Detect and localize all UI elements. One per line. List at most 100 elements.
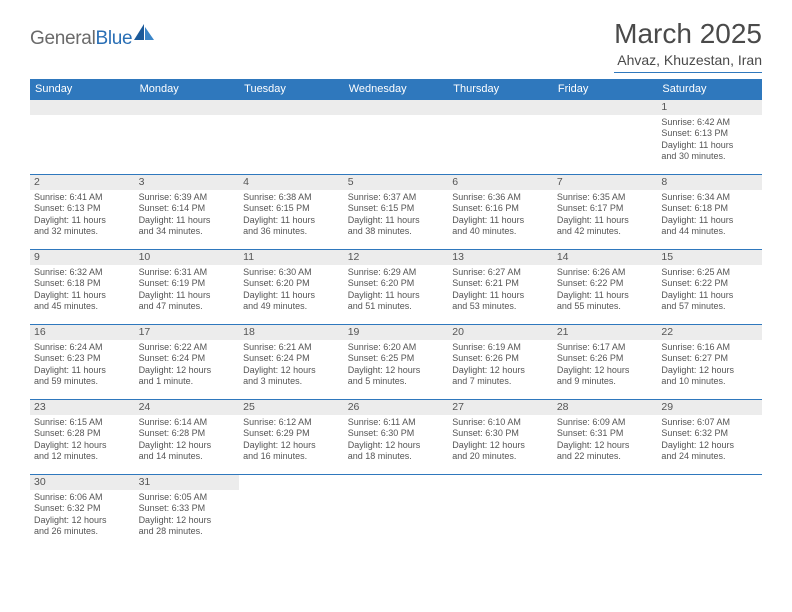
- day-day1: Daylight: 12 hours: [34, 440, 131, 451]
- day-sunset: Sunset: 6:25 PM: [348, 353, 445, 364]
- day-number: 4: [239, 175, 344, 190]
- day-day2: and 47 minutes.: [139, 301, 236, 312]
- day-cell: 30Sunrise: 6:06 AMSunset: 6:32 PMDayligh…: [30, 475, 135, 549]
- day-sunset: Sunset: 6:27 PM: [661, 353, 758, 364]
- day-day1: Daylight: 11 hours: [243, 215, 340, 226]
- dow-friday: Friday: [553, 79, 658, 99]
- day-cell: 21Sunrise: 6:17 AMSunset: 6:26 PMDayligh…: [553, 325, 658, 399]
- day-cell: 29Sunrise: 6:07 AMSunset: 6:32 PMDayligh…: [657, 400, 762, 474]
- day-sunrise: Sunrise: 6:07 AM: [661, 417, 758, 428]
- day-number: 23: [30, 400, 135, 415]
- day-cell: 24Sunrise: 6:14 AMSunset: 6:28 PMDayligh…: [135, 400, 240, 474]
- day-num-strip-blank: [448, 100, 553, 115]
- day-day2: and 14 minutes.: [139, 451, 236, 462]
- day-day1: Daylight: 11 hours: [557, 290, 654, 301]
- day-num-strip-blank: [553, 475, 658, 490]
- day-day1: Daylight: 12 hours: [557, 440, 654, 451]
- day-sunrise: Sunrise: 6:30 AM: [243, 267, 340, 278]
- day-sunrise: Sunrise: 6:29 AM: [348, 267, 445, 278]
- day-sunrise: Sunrise: 6:24 AM: [34, 342, 131, 353]
- day-day2: and 38 minutes.: [348, 226, 445, 237]
- location: Ahvaz, Khuzestan, Iran: [614, 52, 762, 73]
- day-cell: [448, 475, 553, 549]
- day-day2: and 16 minutes.: [243, 451, 340, 462]
- day-day2: and 3 minutes.: [243, 376, 340, 387]
- day-day1: Daylight: 11 hours: [348, 215, 445, 226]
- day-cell: [448, 100, 553, 174]
- day-number: 13: [448, 250, 553, 265]
- day-sunrise: Sunrise: 6:39 AM: [139, 192, 236, 203]
- day-day1: Daylight: 11 hours: [34, 365, 131, 376]
- day-day1: Daylight: 12 hours: [348, 440, 445, 451]
- day-cell: 27Sunrise: 6:10 AMSunset: 6:30 PMDayligh…: [448, 400, 553, 474]
- sail-icon: [134, 24, 156, 42]
- day-sunset: Sunset: 6:20 PM: [348, 278, 445, 289]
- week-row: 1Sunrise: 6:42 AMSunset: 6:13 PMDaylight…: [30, 100, 762, 175]
- dow-row: Sunday Monday Tuesday Wednesday Thursday…: [30, 79, 762, 99]
- day-number: 26: [344, 400, 449, 415]
- day-number: 10: [135, 250, 240, 265]
- day-cell: 17Sunrise: 6:22 AMSunset: 6:24 PMDayligh…: [135, 325, 240, 399]
- day-sunrise: Sunrise: 6:32 AM: [34, 267, 131, 278]
- day-cell: 20Sunrise: 6:19 AMSunset: 6:26 PMDayligh…: [448, 325, 553, 399]
- dow-monday: Monday: [135, 79, 240, 99]
- day-day2: and 53 minutes.: [452, 301, 549, 312]
- day-number: 5: [344, 175, 449, 190]
- day-day1: Daylight: 11 hours: [139, 290, 236, 301]
- day-number: 14: [553, 250, 658, 265]
- day-day1: Daylight: 12 hours: [139, 515, 236, 526]
- day-sunset: Sunset: 6:31 PM: [557, 428, 654, 439]
- day-day2: and 5 minutes.: [348, 376, 445, 387]
- day-cell: 25Sunrise: 6:12 AMSunset: 6:29 PMDayligh…: [239, 400, 344, 474]
- day-sunrise: Sunrise: 6:35 AM: [557, 192, 654, 203]
- day-sunset: Sunset: 6:13 PM: [34, 203, 131, 214]
- day-day2: and 36 minutes.: [243, 226, 340, 237]
- day-number: 20: [448, 325, 553, 340]
- day-day2: and 51 minutes.: [348, 301, 445, 312]
- day-day1: Daylight: 12 hours: [243, 365, 340, 376]
- day-sunset: Sunset: 6:14 PM: [139, 203, 236, 214]
- day-sunset: Sunset: 6:16 PM: [452, 203, 549, 214]
- day-number: 19: [344, 325, 449, 340]
- day-cell: 31Sunrise: 6:05 AMSunset: 6:33 PMDayligh…: [135, 475, 240, 549]
- day-day1: Daylight: 11 hours: [661, 215, 758, 226]
- day-number: 22: [657, 325, 762, 340]
- day-cell: 28Sunrise: 6:09 AMSunset: 6:31 PMDayligh…: [553, 400, 658, 474]
- day-sunset: Sunset: 6:30 PM: [348, 428, 445, 439]
- day-number: 1: [657, 100, 762, 115]
- day-sunset: Sunset: 6:29 PM: [243, 428, 340, 439]
- day-sunrise: Sunrise: 6:25 AM: [661, 267, 758, 278]
- day-day2: and 59 minutes.: [34, 376, 131, 387]
- day-number: 6: [448, 175, 553, 190]
- day-cell: 9Sunrise: 6:32 AMSunset: 6:18 PMDaylight…: [30, 250, 135, 324]
- day-cell: 16Sunrise: 6:24 AMSunset: 6:23 PMDayligh…: [30, 325, 135, 399]
- dow-sunday: Sunday: [30, 79, 135, 99]
- day-day2: and 34 minutes.: [139, 226, 236, 237]
- day-day1: Daylight: 11 hours: [661, 140, 758, 151]
- week-row: 30Sunrise: 6:06 AMSunset: 6:32 PMDayligh…: [30, 475, 762, 549]
- day-day1: Daylight: 11 hours: [243, 290, 340, 301]
- day-number: 16: [30, 325, 135, 340]
- day-cell: [344, 100, 449, 174]
- day-sunrise: Sunrise: 6:31 AM: [139, 267, 236, 278]
- day-sunset: Sunset: 6:13 PM: [661, 128, 758, 139]
- day-sunrise: Sunrise: 6:37 AM: [348, 192, 445, 203]
- day-cell: [344, 475, 449, 549]
- day-day2: and 7 minutes.: [452, 376, 549, 387]
- day-num-strip-blank: [657, 475, 762, 490]
- day-cell: 2Sunrise: 6:41 AMSunset: 6:13 PMDaylight…: [30, 175, 135, 249]
- month-title: March 2025: [614, 18, 762, 50]
- day-cell: [553, 475, 658, 549]
- day-num-strip-blank: [239, 475, 344, 490]
- day-sunset: Sunset: 6:21 PM: [452, 278, 549, 289]
- day-cell: [553, 100, 658, 174]
- day-day2: and 57 minutes.: [661, 301, 758, 312]
- day-num-strip-blank: [344, 100, 449, 115]
- title-block: March 2025 Ahvaz, Khuzestan, Iran: [614, 18, 762, 73]
- day-number: 28: [553, 400, 658, 415]
- day-sunset: Sunset: 6:20 PM: [243, 278, 340, 289]
- day-day2: and 42 minutes.: [557, 226, 654, 237]
- day-sunrise: Sunrise: 6:16 AM: [661, 342, 758, 353]
- day-cell: 18Sunrise: 6:21 AMSunset: 6:24 PMDayligh…: [239, 325, 344, 399]
- day-day2: and 9 minutes.: [557, 376, 654, 387]
